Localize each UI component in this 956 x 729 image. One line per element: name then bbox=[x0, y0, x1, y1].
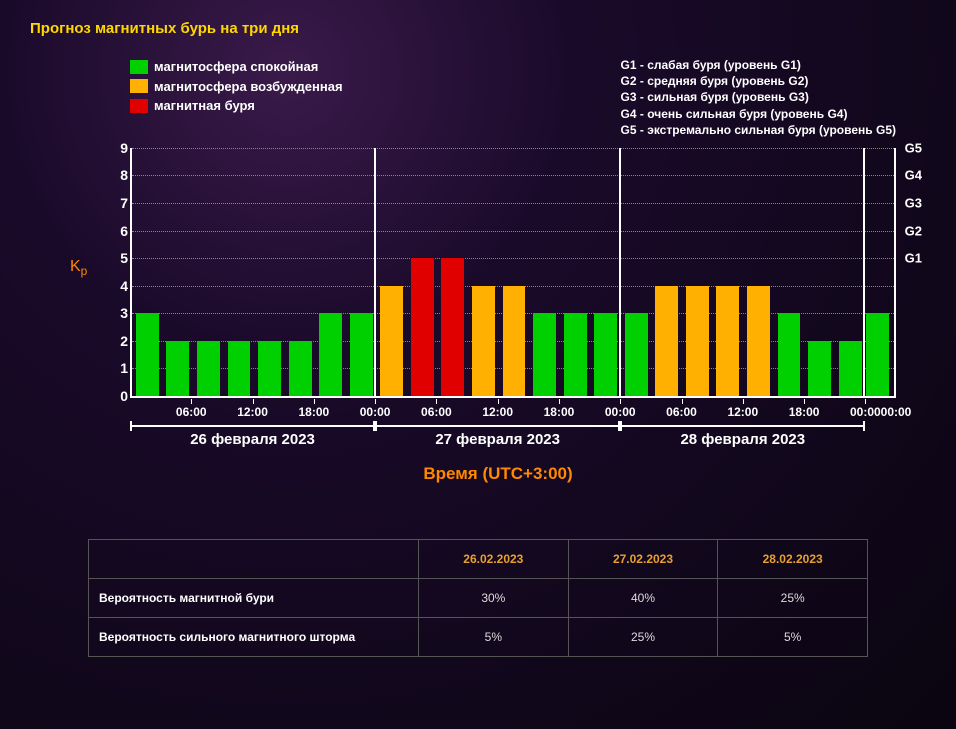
date-label: 27 февраля 2023 bbox=[375, 425, 620, 453]
date-axis: 26 февраля 202327 февраля 202328 февраля… bbox=[130, 425, 896, 453]
y-tick: 0 bbox=[108, 388, 128, 404]
legend-item: магнитная буря bbox=[130, 96, 343, 116]
kp-bar bbox=[258, 341, 281, 396]
legend-item: магнитосфера возбужденная bbox=[130, 77, 343, 97]
y-axis-label: Kp bbox=[70, 258, 87, 278]
x-tick: 00:00 bbox=[605, 405, 636, 419]
y-tick: 1 bbox=[108, 360, 128, 376]
g-tick: G4 bbox=[905, 168, 922, 183]
g-tick: G3 bbox=[905, 196, 922, 211]
legend-item: магнитосфера спокойная bbox=[130, 57, 343, 77]
y-tick: 8 bbox=[108, 167, 128, 183]
x-tick: 06:00 bbox=[666, 405, 697, 419]
x-tick: 18:00 bbox=[298, 405, 329, 419]
x-axis-title: Время (UTC+3:00) bbox=[90, 464, 906, 484]
g-tick: G5 bbox=[905, 140, 922, 155]
kp-bar bbox=[808, 341, 831, 396]
y-tick: 5 bbox=[108, 250, 128, 266]
kp-bar bbox=[380, 286, 403, 396]
x-tick: 06:00 bbox=[176, 405, 207, 419]
kp-bar bbox=[686, 286, 709, 396]
kp-bar bbox=[716, 286, 739, 396]
kp-bar bbox=[625, 313, 648, 396]
kp-bar bbox=[778, 313, 801, 396]
table-date-header: 28.02.2023 bbox=[718, 539, 868, 578]
y-tick: 2 bbox=[108, 333, 128, 349]
table-cell: 25% bbox=[568, 617, 718, 656]
color-legend: магнитосфера спокойнаямагнитосфера возбу… bbox=[130, 57, 343, 138]
legend-swatch bbox=[130, 60, 148, 74]
table-cell: 30% bbox=[419, 578, 569, 617]
date-label: 26 февраля 2023 bbox=[130, 425, 375, 453]
x-axis-ticks: 06:00 12:00 18:00 00:00 06:00 12:00 18:00 00:00… bbox=[130, 399, 896, 423]
x-tick: 18:00 bbox=[789, 405, 820, 419]
x-tick: 00:00 bbox=[850, 405, 881, 419]
kp-bar bbox=[747, 286, 770, 396]
kp-bar bbox=[411, 258, 434, 396]
y-tick: 4 bbox=[108, 278, 128, 294]
kp-bar bbox=[136, 313, 159, 396]
legend-swatch bbox=[130, 79, 148, 93]
g-tick: G1 bbox=[905, 251, 922, 266]
table-cell: 5% bbox=[419, 617, 569, 656]
y-tick: 3 bbox=[108, 305, 128, 321]
kp-bar bbox=[655, 286, 678, 396]
kp-bar bbox=[319, 313, 342, 396]
x-tick: 18:00 bbox=[544, 405, 575, 419]
kp-bar bbox=[197, 341, 220, 396]
table-cell: 25% bbox=[718, 578, 868, 617]
x-tick: 06:00 bbox=[421, 405, 452, 419]
g-scale-item: G4 - очень сильная буря (уровень G4) bbox=[621, 106, 896, 122]
g-scale-item: G5 - экстремально сильная буря (уровень … bbox=[621, 122, 896, 138]
g-tick: G2 bbox=[905, 223, 922, 238]
plot-area: 0123456789G1G2G3G4G5 bbox=[130, 148, 896, 398]
kp-bar bbox=[594, 313, 617, 396]
forecast-chart: магнитосфера спокойнаямагнитосфера возбу… bbox=[50, 57, 906, 484]
kp-bar bbox=[866, 313, 889, 396]
table-date-header: 27.02.2023 bbox=[568, 539, 718, 578]
x-tick: 12:00 bbox=[237, 405, 268, 419]
y-tick: 7 bbox=[108, 195, 128, 211]
table-cell: 40% bbox=[568, 578, 718, 617]
x-tick: 00:00 bbox=[881, 405, 912, 419]
kp-bar bbox=[166, 341, 189, 396]
legend-label: магнитосфера спокойная bbox=[154, 57, 318, 77]
legend-swatch bbox=[130, 99, 148, 113]
probability-table: 26.02.202327.02.202328.02.2023 Вероятност… bbox=[88, 539, 868, 657]
g-scale-legend: G1 - слабая буря (уровень G1)G2 - средня… bbox=[621, 57, 906, 138]
x-tick: 12:00 bbox=[727, 405, 758, 419]
kp-bar bbox=[441, 258, 464, 396]
legend-label: магнитосфера возбужденная bbox=[154, 77, 343, 97]
g-scale-item: G2 - средняя буря (уровень G2) bbox=[621, 73, 896, 89]
kp-bar bbox=[289, 341, 312, 396]
table-cell: 5% bbox=[718, 617, 868, 656]
x-tick: 12:00 bbox=[482, 405, 513, 419]
g-scale-item: G3 - сильная буря (уровень G3) bbox=[621, 89, 896, 105]
table-row-label: Вероятность магнитной бури bbox=[89, 578, 419, 617]
kp-bar bbox=[472, 286, 495, 396]
kp-bar bbox=[228, 341, 251, 396]
kp-bar bbox=[564, 313, 587, 396]
y-tick: 6 bbox=[108, 223, 128, 239]
x-tick: 00:00 bbox=[360, 405, 391, 419]
g-scale-item: G1 - слабая буря (уровень G1) bbox=[621, 57, 896, 73]
page-title: Прогноз магнитных бурь на три дня bbox=[0, 0, 956, 37]
kp-bar bbox=[533, 313, 556, 396]
legend-label: магнитная буря bbox=[154, 96, 255, 116]
table-row-label: Вероятность сильного магнитного шторма bbox=[89, 617, 419, 656]
kp-bar bbox=[503, 286, 526, 396]
kp-bar bbox=[839, 341, 862, 396]
y-tick: 9 bbox=[108, 140, 128, 156]
date-label: 28 февраля 2023 bbox=[620, 425, 865, 453]
kp-bar bbox=[350, 313, 373, 396]
table-date-header: 26.02.2023 bbox=[419, 539, 569, 578]
